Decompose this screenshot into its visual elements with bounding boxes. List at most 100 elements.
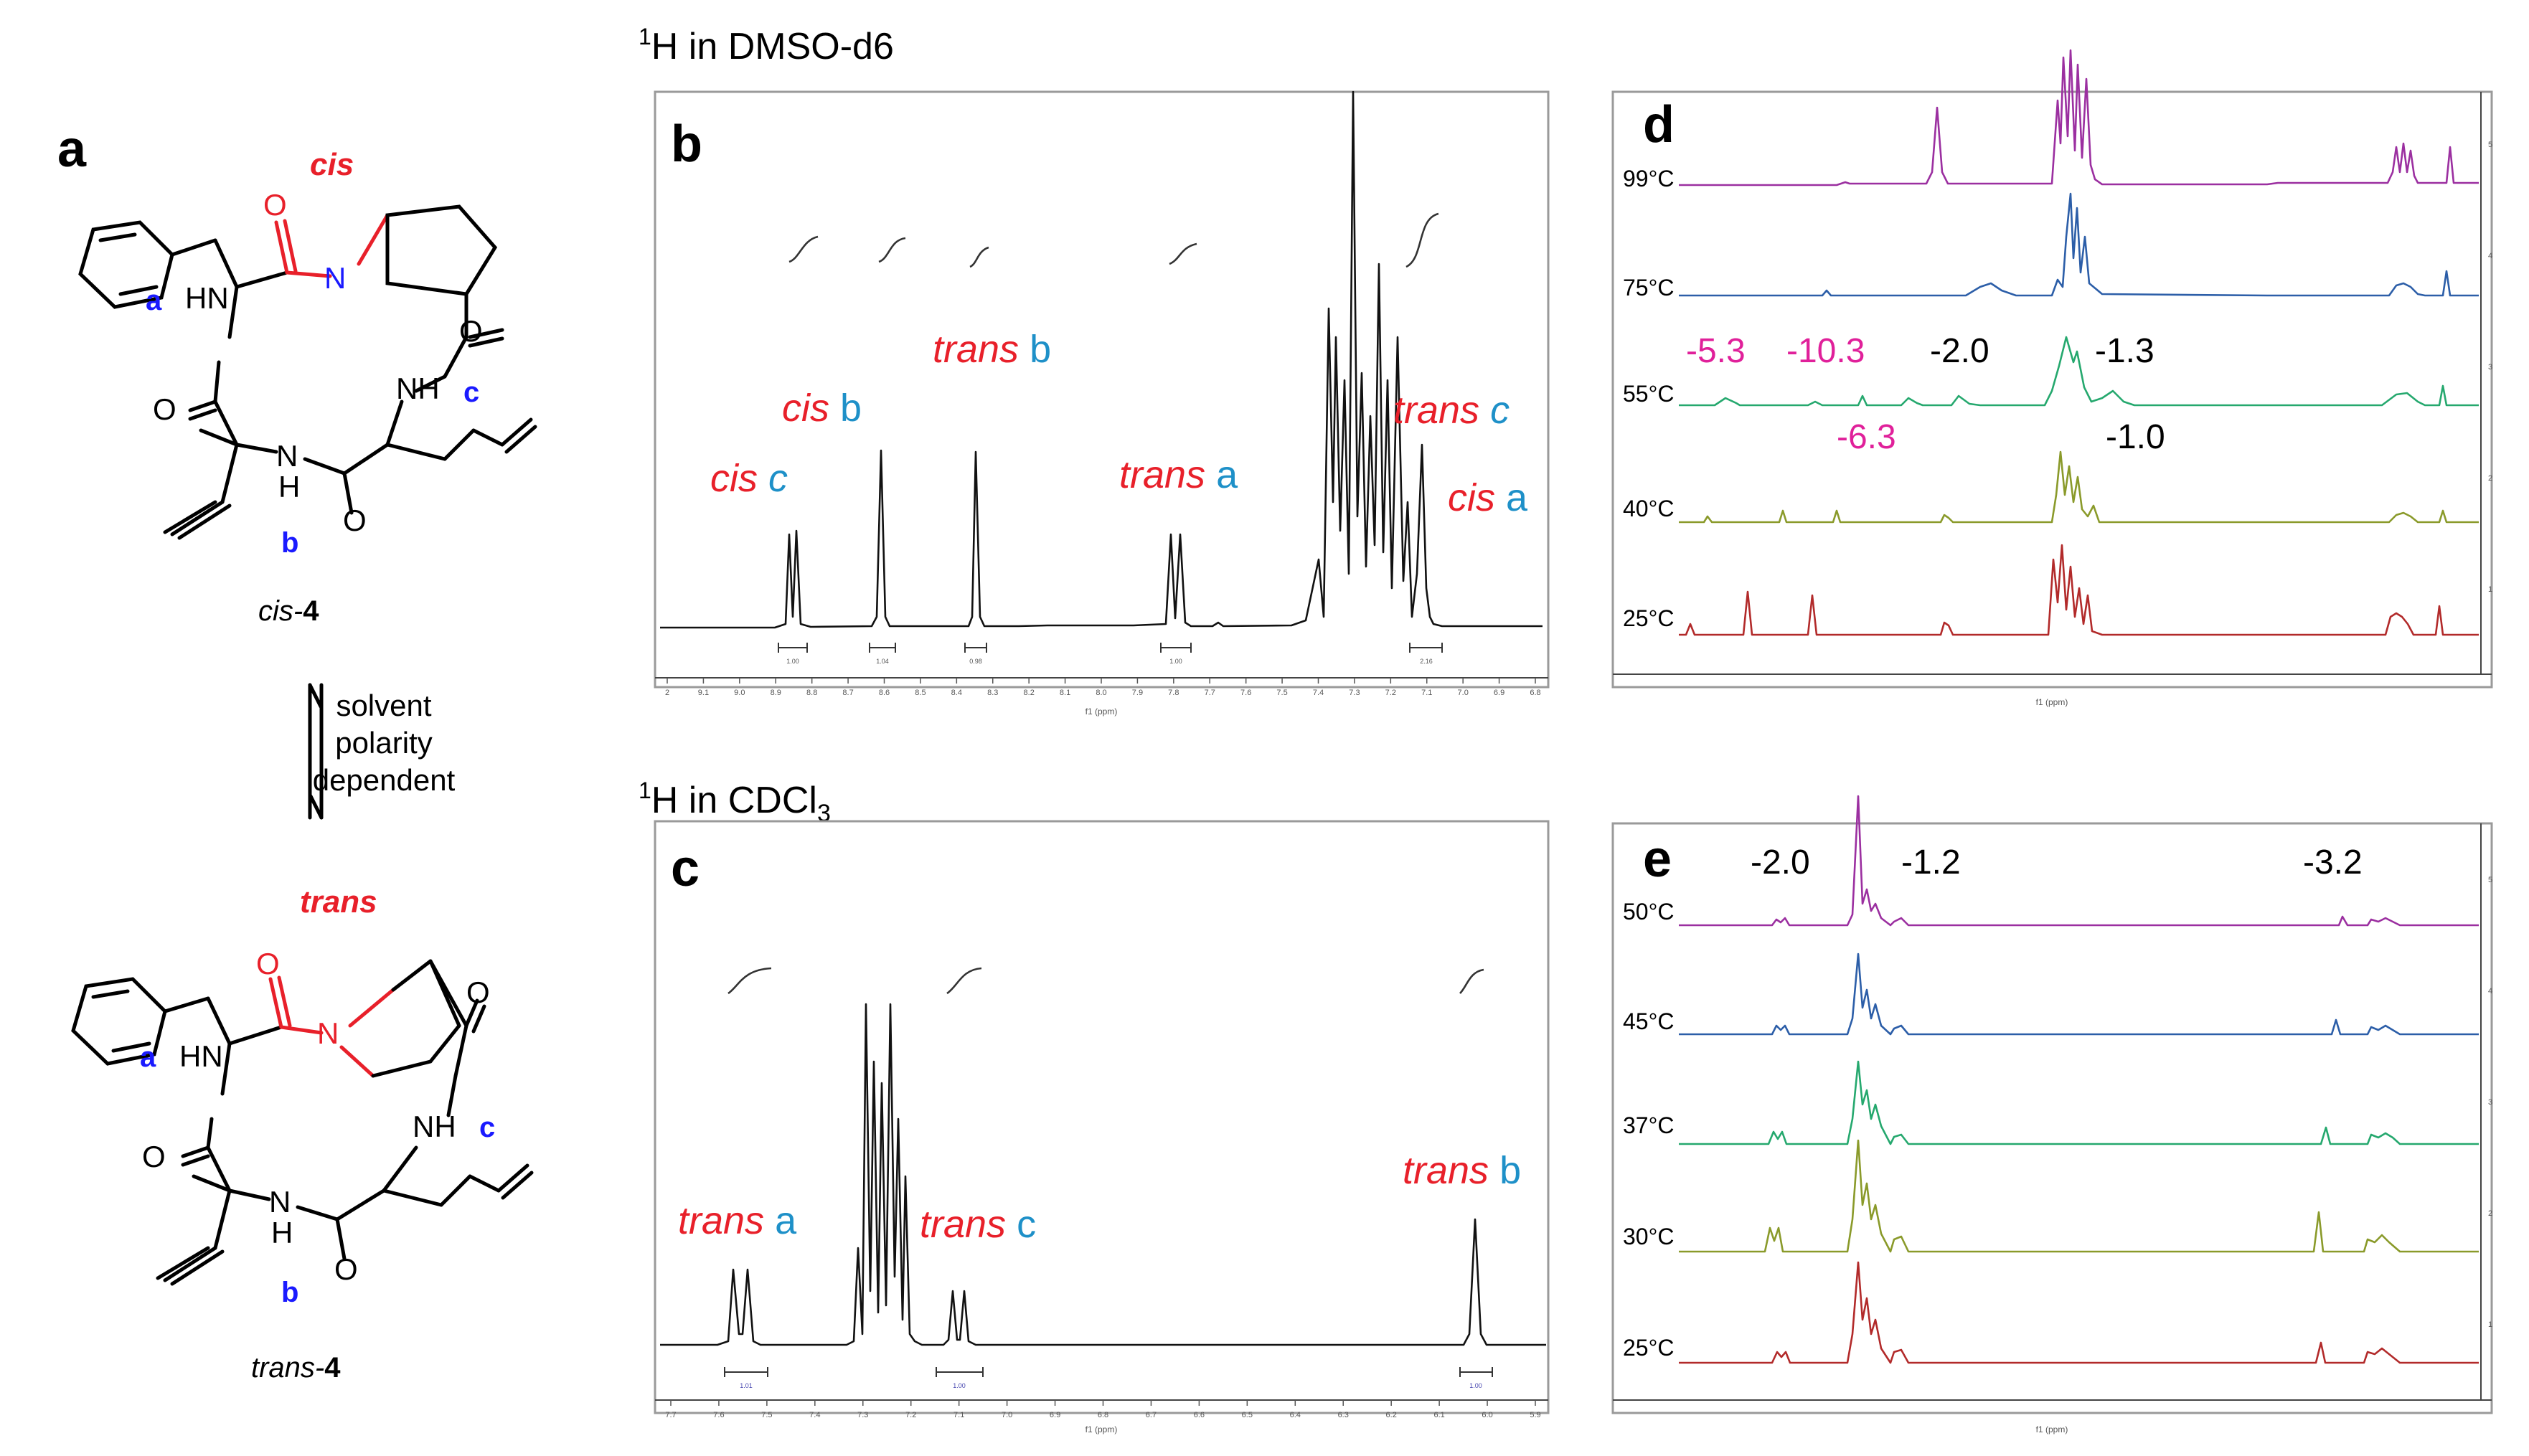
label-trans-c-b: trans c xyxy=(1393,389,1510,432)
integral-value: 2.16 xyxy=(1420,658,1433,665)
axis-tick-label: 6.4 xyxy=(1290,1411,1301,1419)
axis-tick-label: 6.9 xyxy=(1050,1411,1060,1419)
h-b-cis: H xyxy=(278,470,300,504)
temp-d-75: 75°C xyxy=(1623,275,1675,301)
proton-a-trans: a xyxy=(140,1041,156,1073)
label-cis-a-b: cis a xyxy=(1448,476,1528,519)
integral-brackets-c xyxy=(724,1367,1493,1377)
right-axis-d: 4 xyxy=(2488,252,2492,260)
axis-tick-label: 8.3 xyxy=(987,689,998,697)
trans-4-structure xyxy=(71,959,534,1286)
trans-title: trans xyxy=(300,884,377,920)
axis-tick-label: 6.5 xyxy=(1242,1411,1253,1419)
temp-d-40: 40°C xyxy=(1623,496,1675,521)
axis-tick-label: 7.9 xyxy=(1132,689,1143,697)
temp-d-55: 55°C xyxy=(1623,381,1675,407)
trace-e-45 xyxy=(1679,952,2479,1036)
ring-n-cis: N xyxy=(324,261,346,295)
axis-tick-label: 8.0 xyxy=(1096,689,1106,697)
axis-tick-label: 7.6 xyxy=(1240,689,1251,697)
panel-e-letter: e xyxy=(1643,831,1672,888)
cis-title: cis xyxy=(310,147,354,182)
equilibrium-line-1: solvent xyxy=(336,689,431,722)
axis-tick-label: 9.1 xyxy=(698,689,709,697)
axis-b-label: f1 (ppm) xyxy=(1085,706,1118,717)
axis-tick-label: 7.4 xyxy=(809,1411,820,1419)
axis-tick-label: 7.8 xyxy=(1168,689,1179,697)
axis-tick-label: 7.3 xyxy=(857,1411,868,1419)
axis-tick-label: 7.7 xyxy=(665,1411,676,1419)
trace-e-37 xyxy=(1679,1060,2479,1145)
panel-e: e -2.0 -1.2 -3.2 50°C 45°C 37°C 30°C 25°… xyxy=(1611,795,2493,1434)
panel-d-frame xyxy=(1611,90,2493,689)
axis-tick-label: 8.8 xyxy=(806,689,817,697)
axis-tick-label: 8.2 xyxy=(1024,689,1035,697)
axis-tick-label: 7.7 xyxy=(1205,689,1215,697)
o-left-trans: O xyxy=(142,1140,166,1173)
axis-tick-label: 7.4 xyxy=(1313,689,1324,697)
trace-e-50 xyxy=(1679,795,2479,927)
axis-tick-label: 8.6 xyxy=(879,689,890,697)
integral-curve xyxy=(969,246,989,268)
h-b-trans: H xyxy=(271,1216,293,1249)
axis-tick-label: 6.2 xyxy=(1386,1411,1397,1419)
temp-e-50: 50°C xyxy=(1623,899,1675,925)
proton-c-trans: c xyxy=(479,1112,495,1143)
label-cis-b-b: cis b xyxy=(782,387,862,430)
integral-brackets-b xyxy=(778,643,1443,653)
axis-tick-label: 7.3 xyxy=(1349,689,1360,697)
integral-value: 1.00 xyxy=(953,1382,966,1389)
trace-d-75 xyxy=(1679,192,2479,297)
cis-4-structure xyxy=(78,204,537,540)
axis-tick-label: 6.8 xyxy=(1530,689,1540,697)
shift-e-32: -3.2 xyxy=(2303,843,2363,881)
o-top-right-cis: O xyxy=(459,314,483,348)
panel-a: a cis xyxy=(57,120,537,1384)
temp-d-99: 99°C xyxy=(1623,166,1675,192)
axis-tick-label: 8.1 xyxy=(1060,689,1070,697)
panel-e-frame xyxy=(1611,822,2493,1414)
spectrum-dmso xyxy=(660,90,1543,629)
panel-b-heading: 1H in DMSO-d6 xyxy=(639,24,894,67)
shift-d-53: -5.3 xyxy=(1686,332,1746,370)
label-trans-a-b: trans a xyxy=(1119,453,1238,496)
axis-tick-label: 8.5 xyxy=(915,689,926,697)
shift-d-13: -1.3 xyxy=(2095,332,2154,370)
axis-tick-label: 7.1 xyxy=(1421,689,1432,697)
panel-d: d 99°C 75°C 55°C 40°C 25°C -5.3 -10.3 -2… xyxy=(1611,49,2493,707)
o-bottom-cis: O xyxy=(343,504,367,537)
compound-cis-label: cis-4 xyxy=(258,595,319,627)
right-axis-d: 2 xyxy=(2488,474,2492,483)
axis-tick-label: 7.2 xyxy=(1385,689,1396,697)
label-trans-b-c: trans b xyxy=(1403,1149,1521,1192)
integral-value: 0.98 xyxy=(969,658,982,665)
panel-c-heading: 1H in CDCl3 xyxy=(639,777,831,827)
axis-tick-label: 9.0 xyxy=(734,689,745,697)
o-bottom-trans: O xyxy=(334,1252,358,1286)
axis-tick-label: 7.0 xyxy=(1458,689,1469,697)
integral-value: 1.00 xyxy=(1469,1382,1482,1389)
axis-tick-label: 7.2 xyxy=(905,1411,916,1419)
nh-cis: NH xyxy=(396,372,440,405)
phenyl-ring xyxy=(78,220,174,309)
axis-tick-label: 8.9 xyxy=(771,689,781,697)
axis-e-label: f1 (ppm) xyxy=(2036,1424,2068,1434)
panel-b: 1H in DMSO-d6 b 2 9.1 9.0 8.9 8.8 8.7 8.6 8.5 8.… xyxy=(639,24,1550,717)
trace-e-30 xyxy=(1679,1139,2479,1253)
panel-d-letter: d xyxy=(1643,96,1675,153)
trace-d-25 xyxy=(1679,544,2479,636)
axis-tick-label: 6.0 xyxy=(1482,1411,1492,1419)
integral-curve xyxy=(878,237,906,263)
integral-curve xyxy=(727,967,772,995)
panel-b-letter: b xyxy=(671,115,702,173)
temp-e-45: 45°C xyxy=(1623,1008,1675,1034)
ring-o-cis: O xyxy=(263,188,287,222)
trace-d-55 xyxy=(1679,336,2479,407)
temp-d-25: 25°C xyxy=(1623,605,1675,631)
panel-a-letter: a xyxy=(57,120,87,178)
label-cis-c-b: cis c xyxy=(710,457,788,500)
integral-curve xyxy=(946,967,982,995)
label-trans-c-c: trans c xyxy=(920,1203,1036,1246)
panel-b-frame xyxy=(654,90,1550,689)
hn-trans: HN xyxy=(179,1039,223,1073)
